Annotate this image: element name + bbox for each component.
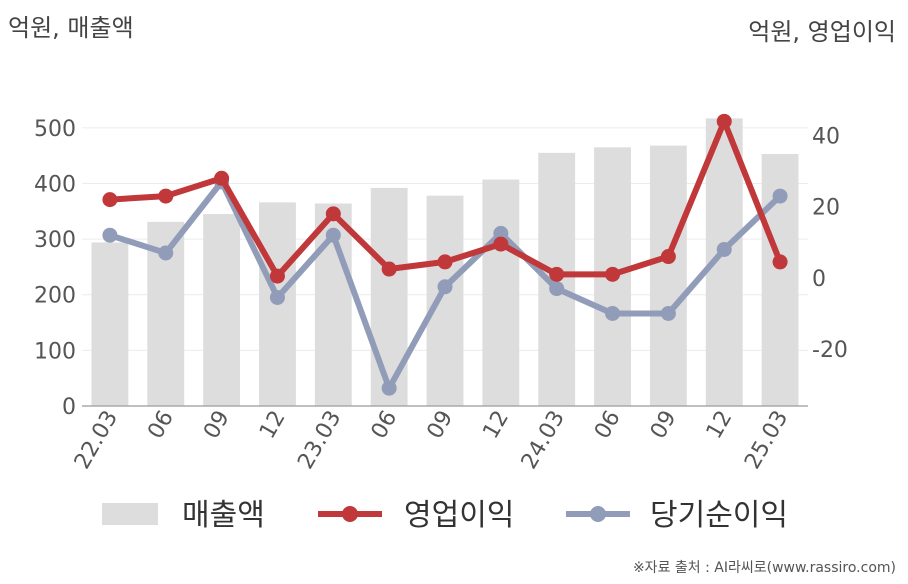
left-axis-title: 억원, 매출액 [8,14,134,42]
line-series-layer [102,113,788,396]
point-당기순이익 [269,289,285,305]
point-당기순이익 [660,305,676,321]
left-tick-label: 0 [62,395,76,420]
x-tick-label: 23.03 [293,407,346,474]
point-영업이익 [493,236,509,252]
point-당기순이익 [716,241,732,257]
bar-매출액 [203,214,241,406]
legend-label: 영업이익 [404,498,514,533]
source-note: ※자료 출처 : AI라씨로(www.rassiro.com) [633,560,896,576]
point-당기순이익 [772,188,788,204]
point-영업이익 [605,266,621,282]
point-영업이익 [158,188,174,204]
point-영업이익 [269,268,285,284]
x-tick-label: 12 [702,407,738,444]
legend-label: 매출액 [182,498,265,533]
legend-marker-당기순이익 [590,506,606,522]
right-axis-title: 억원, 영업이익 [748,18,896,46]
point-당기순이익 [437,279,453,295]
x-tick-label: 25.03 [740,407,793,474]
x-tick-label: 12 [255,407,291,444]
point-당기순이익 [158,245,174,261]
legend-marker-영업이익 [342,506,358,522]
legend-swatch-매출액 [102,503,158,525]
bar-매출액 [649,145,687,406]
point-영업이익 [325,206,341,222]
left-tick-label: 500 [34,117,76,142]
point-당기순이익 [325,227,341,243]
point-영업이익 [214,170,230,186]
point-영업이익 [437,254,453,270]
point-당기순이익 [493,225,509,241]
x-tick-label: 22.03 [70,407,123,474]
left-tick-label: 100 [34,339,76,364]
x-tick-label: 06 [143,407,179,444]
point-영업이익 [772,254,788,270]
point-영업이익 [716,113,732,129]
right-tick-label: -20 [812,338,848,363]
x-tick-label: 06 [367,407,403,444]
right-tick-label: 40 [812,125,840,150]
right-tick-label: 20 [812,196,840,221]
point-당기순이익 [381,380,397,396]
right-tick-label: 0 [812,267,826,292]
left-tick-label: 400 [34,172,76,197]
x-tick-label: 12 [478,407,514,444]
right-axis-ticks: -20 0 20 40 [812,125,848,363]
x-tick-label: 24.03 [517,407,570,474]
left-axis-ticks: 0 100 200 300 400 500 [34,117,76,420]
point-당기순이익 [549,281,565,297]
left-tick-label: 300 [34,228,76,253]
bar-매출액 [482,179,520,406]
point-영업이익 [381,261,397,277]
legend: 매출액 영업이익 당기순이익 [102,498,788,533]
x-tick-label: 09 [646,407,682,444]
point-당기순이익 [102,227,118,243]
bar-매출액 [370,187,408,406]
x-tick-label: 09 [199,407,235,444]
x-tick-label: 06 [590,407,626,444]
bar-매출액 [91,242,129,406]
x-tick-label: 09 [423,407,459,444]
x-axis-ticks: 22.03 06 09 12 23.03 06 09 12 24.03 06 09 12 25.03 [70,407,793,474]
legend-label: 당기순이익 [650,498,788,533]
point-영업이익 [549,266,565,282]
point-영업이익 [660,249,676,265]
point-영업이익 [102,192,118,208]
left-tick-label: 200 [34,284,76,309]
bar-매출액 [426,195,464,406]
point-당기순이익 [605,305,621,321]
